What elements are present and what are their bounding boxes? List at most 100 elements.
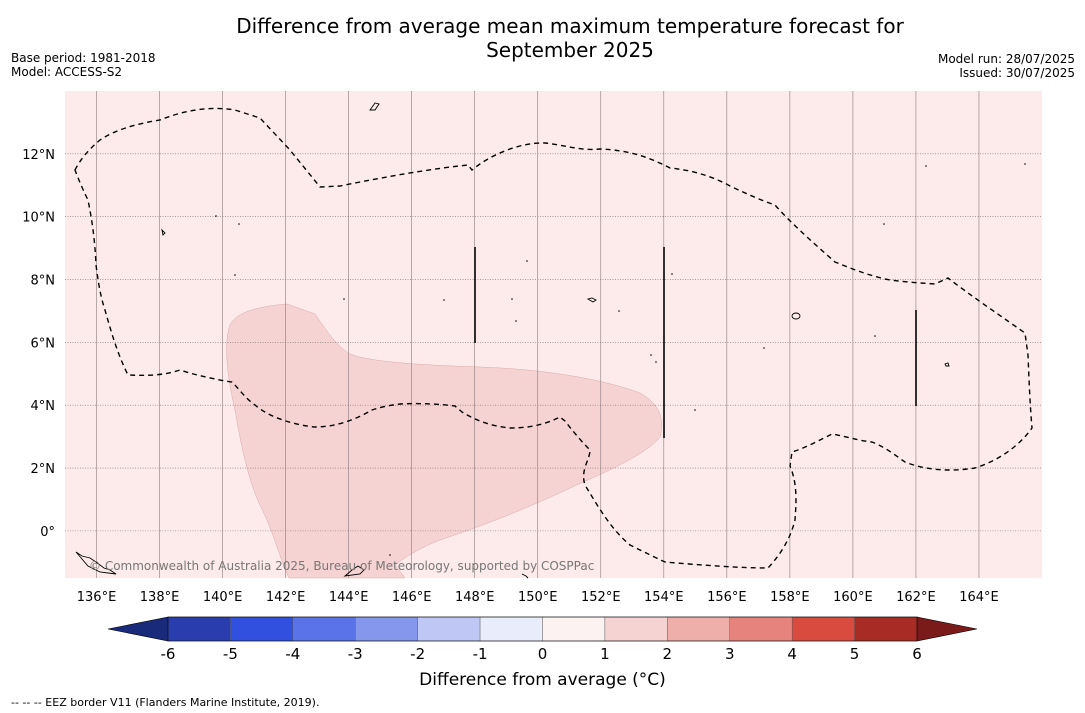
atoll-dot [694,409,696,411]
map-background [65,91,1042,578]
atoll-dot [874,335,876,337]
longitude-label: 164°E [959,590,999,605]
colorbar-segment [791,616,855,642]
island-guam [369,102,380,111]
title-line-2: September 2025 [486,38,654,62]
latitude-label: 8°N [31,274,56,289]
boundary-lines [474,247,917,438]
colorbar-tick-label: -4 [285,645,300,663]
colorbar-segment [479,616,543,642]
latitude-label: 10°N [22,211,55,226]
longitude-label: 154°E [644,590,684,605]
model-text: Model: ACCESS-S2 [11,65,123,79]
longitude-label: 156°E [707,590,747,605]
atoll-dot [671,273,673,275]
atoll-dot [883,223,885,225]
colorbar-over-arrow [916,616,978,642]
title-line-1: Difference from average mean maximum tem… [236,14,904,38]
longitude-label: 136°E [77,590,117,605]
model-run-text: Model run: 28/07/2025 [937,52,1075,66]
atoll-dot [443,299,445,301]
island-palau [161,228,166,236]
colorbar-tick-label: -5 [223,645,238,663]
map-panel: © Commonwealth of Australia 2025, Bureau… [65,91,1042,579]
island-png-islands [343,565,365,577]
colorbar-segment [604,616,668,642]
latitude-label: 6°N [31,336,56,351]
colorbar-tick-label: 1 [600,645,610,663]
colorbar-tick-label: 0 [538,645,548,663]
longitude-label: 162°E [896,590,936,605]
latitude-label: 12°N [22,148,55,163]
atoll-dot [215,215,217,217]
longitude-label: 150°E [518,590,558,605]
map-graticule [65,91,1042,578]
atoll-dot [1024,163,1026,165]
colorbar-segment [292,616,356,642]
atoll-dot [511,298,513,300]
longitude-label: 138°E [140,590,180,605]
colorbar-tick-label: 4 [787,645,797,663]
atoll-dot [515,320,517,322]
colorbar-segment [729,616,793,642]
atoll-dot [618,310,620,312]
atoll-dot [526,260,528,262]
meta-right: Model run: 28/07/2025 Issued: 30/07/2025 [938,52,1075,80]
latitude-label: 2°N [31,462,56,477]
atoll-dot [655,361,657,363]
eez-borders [74,107,1033,569]
meta-left: Base period: 1981-2018 Model: ACCESS-S2 [11,51,156,79]
colorbar-tick-label: -1 [473,645,488,663]
latitude-label: 4°N [31,399,56,414]
longitude-label: 152°E [581,590,621,605]
atoll-dot [650,354,652,356]
colorbar-tick-label: 3 [725,645,735,663]
colorbar-segment [542,616,606,642]
colorbar-segment [230,616,294,642]
longitude-labels: 136°E 138°E 140°E 142°E 144°E 146°E 148°E 150°E… [77,590,999,605]
longitude-label: 144°E [329,590,369,605]
longitude-label: 142°E [266,590,306,605]
island-chuuk [586,297,597,303]
base-period-text: Base period: 1981-2018 [11,51,156,65]
colorbar-tick-label: 5 [850,645,860,663]
colorbar-tick-label: 6 [912,645,922,663]
island-pohnpei [791,312,801,320]
longitude-label: 148°E [455,590,495,605]
chart-title: Difference from average mean maximum tem… [170,14,970,62]
colorbar-segment [355,616,418,642]
eez-border-palau-fsm-north [74,107,1033,569]
atoll-dot [234,274,236,276]
colorbar-label: Difference from average (°C) [419,670,666,690]
atoll-dots [215,163,1026,556]
longitude-label: 158°E [770,590,810,605]
warm-anomaly-region [226,303,663,579]
footnote: -- -- -- EEZ border V11 (Flanders Marine… [11,696,320,709]
colorbar-outline [167,616,918,642]
island-small-1 [521,573,529,579]
colorbar-tick-label: -3 [348,645,363,663]
colorbar-segment [417,616,481,642]
atoll-dot [238,223,240,225]
colorbar-tick-label: -2 [410,645,425,663]
longitude-label: 160°E [833,590,873,605]
latitude-label: 0° [40,525,55,540]
colorbar-segment [167,616,231,642]
colorbar: -6 -5 -4 -3 -2 -1 0 1 2 3 4 5 6 [107,616,978,663]
atoll-dot [343,298,345,300]
longitude-label: 146°E [392,590,432,605]
island-kosrae [944,362,950,367]
colorbar-tick-label: -6 [161,645,176,663]
colorbar-tick-label: 2 [663,645,673,663]
atoll-dot [925,165,927,167]
latitude-labels: 0° 2°N 4°N 6°N 8°N 10°N 12°N [22,148,55,540]
colorbar-under-arrow [107,616,169,642]
issued-text: Issued: 30/07/2025 [959,66,1075,80]
colorbar-segment [667,616,730,642]
copyright-text: © Commonwealth of Australia 2025, Bureau… [89,559,594,573]
longitude-label: 140°E [203,590,243,605]
colorbar-segment [854,616,918,642]
island-png-coast [75,551,117,575]
atoll-dot [389,554,391,556]
